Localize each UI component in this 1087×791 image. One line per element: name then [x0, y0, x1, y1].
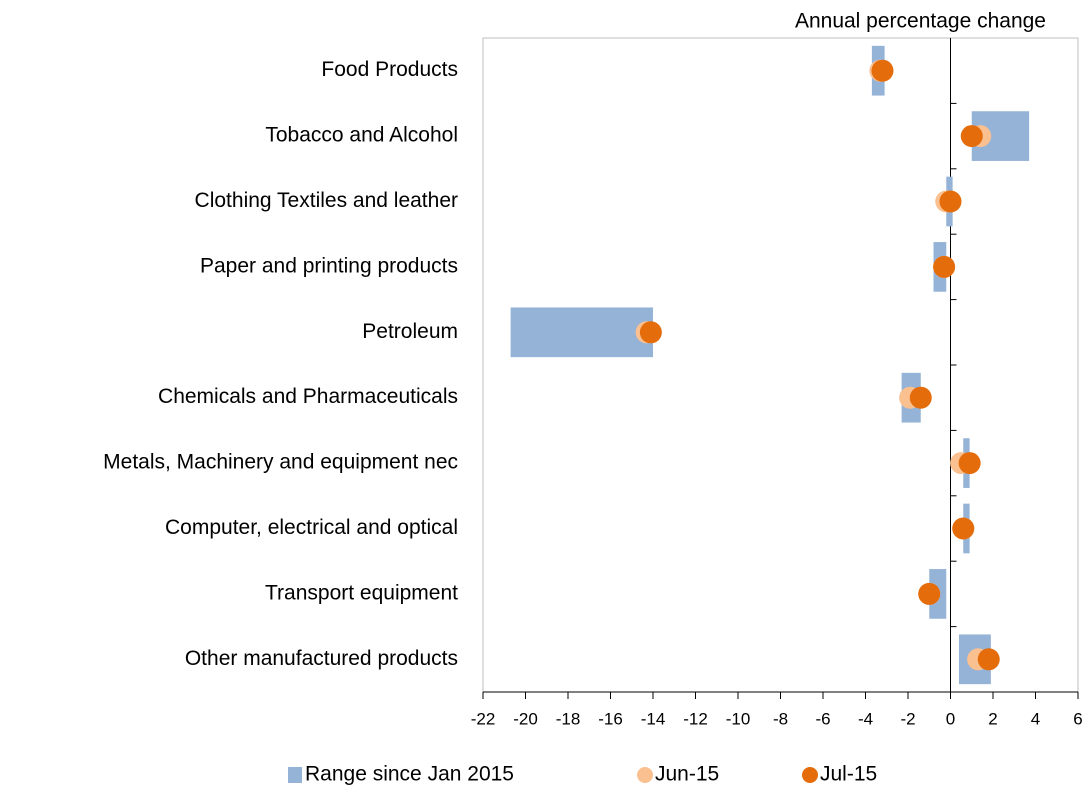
x-tick-label: -12: [683, 709, 708, 728]
dot: [977, 648, 1000, 671]
y-tick-label: Chemicals and Pharmaceuticals: [158, 385, 458, 408]
y-tick-label: Transport equipment: [265, 581, 458, 604]
y-tick-label: Other manufactured products: [185, 647, 458, 670]
dot: [960, 125, 983, 148]
x-tick-label: -16: [598, 709, 623, 728]
dot: [952, 517, 975, 540]
range-bar: [510, 307, 653, 358]
x-tick-label: 0: [946, 709, 955, 728]
legend-label: Jun-15: [655, 763, 719, 786]
x-tick-label: -20: [513, 709, 538, 728]
legend-swatch: [288, 767, 302, 783]
x-tick-label: -18: [556, 709, 581, 728]
x-tick-label: -22: [471, 709, 496, 728]
dot: [939, 190, 962, 213]
legend-label: Range since Jan 2015: [305, 763, 514, 786]
legend-swatch: [637, 767, 653, 783]
x-tick-label: -8: [773, 709, 788, 728]
legend-swatch: [802, 767, 818, 783]
chart-title: Annual percentage change: [795, 10, 1046, 33]
y-tick-label: Metals, Machinery and equipment nec: [103, 451, 458, 474]
x-tick-label: -2: [900, 709, 915, 728]
y-tick-label: Clothing Textiles and leather: [195, 189, 458, 212]
y-tick-label: Paper and printing products: [200, 254, 458, 277]
dot: [639, 321, 662, 344]
y-tick-label: Tobacco and Alcohol: [265, 124, 458, 147]
x-tick-label: -14: [641, 709, 666, 728]
dot: [958, 452, 981, 475]
y-tick-label: Computer, electrical and optical: [165, 516, 458, 539]
y-tick-label: Food Products: [321, 58, 458, 81]
y-tick-label: Petroleum: [362, 320, 458, 343]
x-tick-label: -10: [726, 709, 751, 728]
x-tick-label: -4: [858, 709, 873, 728]
dot: [933, 255, 956, 278]
x-tick-label: -6: [815, 709, 830, 728]
dot: [918, 582, 941, 605]
dot: [909, 386, 932, 409]
x-tick-label: 4: [1031, 709, 1040, 728]
x-tick-label: 6: [1073, 709, 1082, 728]
dot: [871, 59, 894, 82]
legend-label: Jul-15: [820, 763, 877, 786]
x-tick-label: 2: [988, 709, 997, 728]
